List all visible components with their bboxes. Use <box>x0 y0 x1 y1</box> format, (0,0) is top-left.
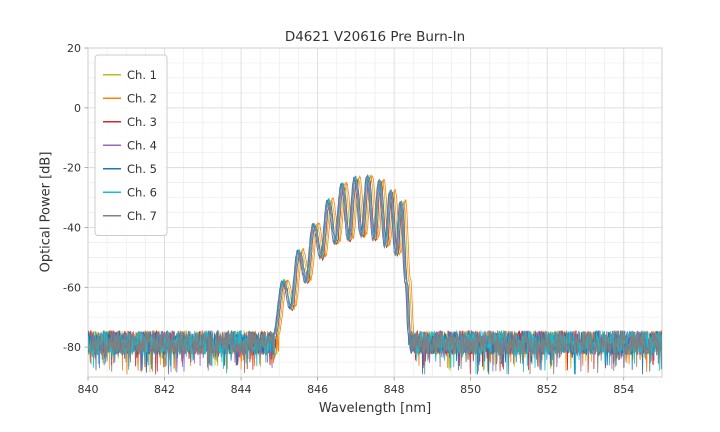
trace-ch-7 <box>88 177 662 375</box>
chart-title: D4621 V20616 Pre Burn-In <box>284 29 466 45</box>
x-axis-label: Wavelength [nm] <box>318 401 432 416</box>
legend-label: Ch. 1 <box>127 68 157 82</box>
trace-ch-6 <box>88 175 662 375</box>
y-tick-label: -60 <box>63 281 81 294</box>
legend-label: Ch. 2 <box>127 91 157 105</box>
x-tick-label: 852 <box>537 383 558 396</box>
tick-marks <box>84 47 625 381</box>
x-tick-label: 850 <box>460 383 481 396</box>
y-tick-label: 20 <box>67 42 81 55</box>
legend-label: Ch. 6 <box>127 185 157 199</box>
x-tick-label: 840 <box>78 383 99 396</box>
legend-label: Ch. 7 <box>127 209 157 223</box>
y-axis-label: Optical Power [dB] <box>38 151 54 273</box>
y-tick-label: -80 <box>63 341 81 354</box>
legend-label: Ch. 3 <box>127 115 157 129</box>
y-tick-label: -40 <box>63 221 81 234</box>
minor-gridlines <box>88 48 663 378</box>
x-tick-label: 844 <box>231 383 252 396</box>
x-tick-label: 846 <box>307 383 328 396</box>
legend-label: Ch. 5 <box>127 162 157 176</box>
y-tick-label: 0 <box>74 102 81 115</box>
x-tick-label: 854 <box>613 383 634 396</box>
plot-border <box>87 47 663 378</box>
x-tick-label: 848 <box>384 383 405 396</box>
legend: Ch. 1 Ch. 2 Ch. 3 Ch. 4 Ch. 5 Ch. 6 Ch. 7 <box>94 54 168 236</box>
legend-box <box>94 54 168 236</box>
y-tick-label: -20 <box>63 162 81 175</box>
x-tick-label: 842 <box>154 383 175 396</box>
legend-label: Ch. 4 <box>127 138 157 152</box>
spectral-traces <box>88 174 662 375</box>
